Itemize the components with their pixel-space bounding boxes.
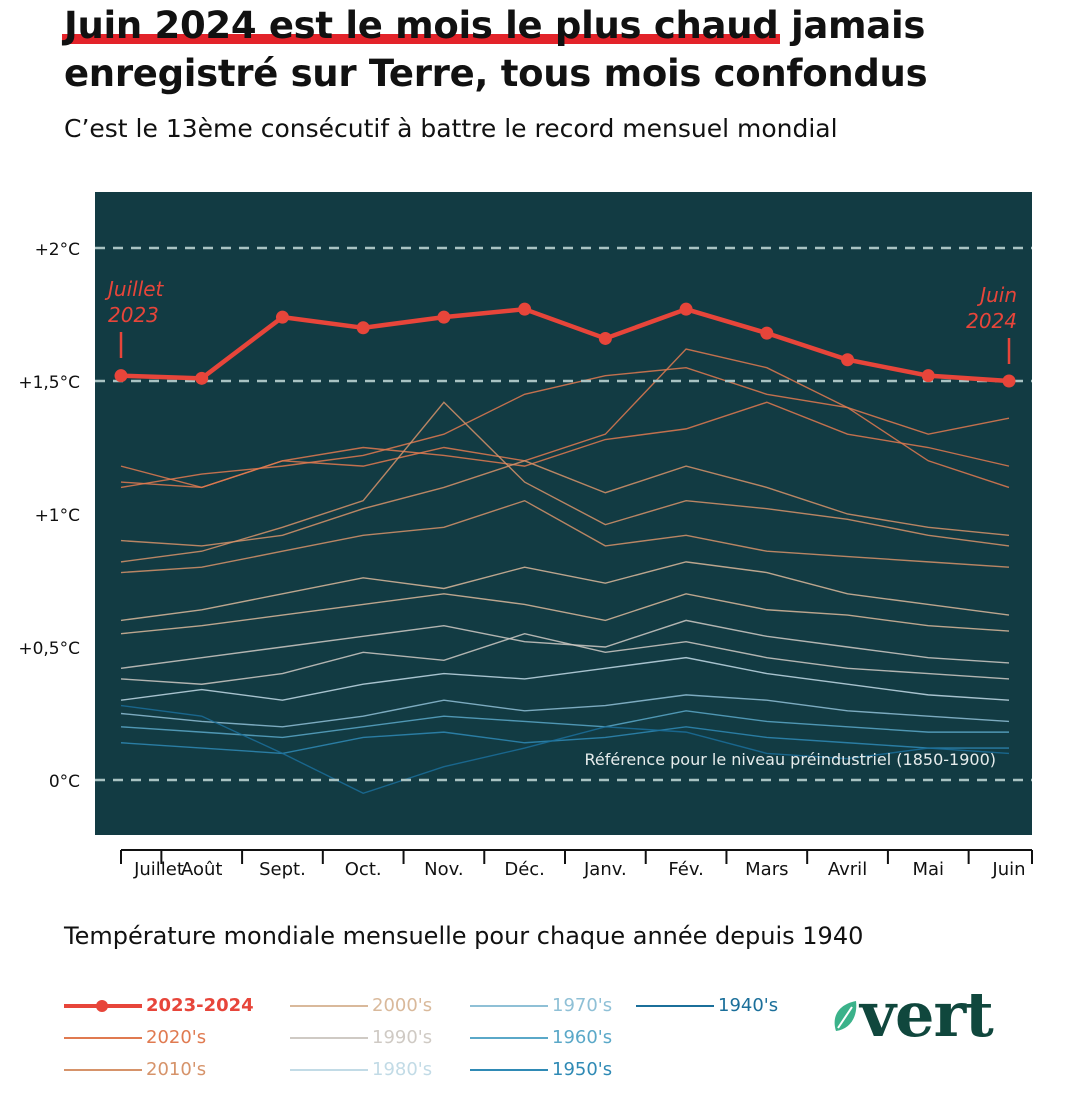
legend-label: 1940's [718, 995, 779, 1016]
title-rest: jamais enregistré sur Terre, tous mois c… [64, 4, 928, 95]
legend-label: 1990's [372, 1027, 433, 1048]
chart-caption: Température mondiale mensuelle pour chaq… [64, 922, 864, 950]
legend-label: 2000's [372, 995, 433, 1016]
legend-label: 1950's [552, 1059, 613, 1080]
x-tick-label: Mai [912, 859, 944, 880]
highlight-point-Sept. [275, 310, 289, 324]
annotation-line2: 2023 [108, 303, 159, 327]
series-line-1970s-11 [120, 694, 1010, 728]
highlight-point-Déc. [518, 302, 532, 316]
y-tick-label: +0,5°C [18, 639, 80, 659]
highlight-series-2023-2024 [114, 302, 1016, 388]
series-line-2000s-6 [120, 561, 1010, 622]
subtitle: C’est le 13ème consécutif à battre le re… [64, 114, 838, 143]
highlight-point-Juin [1002, 374, 1016, 388]
series-line-2010s-4 [120, 401, 1010, 563]
y-tick-label: +1°C [35, 506, 80, 526]
legend-label: 1970's [552, 995, 613, 1016]
series-line-1940s-14 [120, 704, 1010, 795]
plot-background [95, 192, 1032, 835]
series-line-2020s-2 [120, 348, 1010, 489]
series-line-2010s-3 [120, 460, 1010, 547]
legend-item-2000s: 2000's [290, 995, 432, 1016]
legend-swatch [470, 1068, 548, 1071]
legend-item-1990s: 1990's [290, 1027, 432, 1048]
highlight-line [120, 306, 1010, 384]
series-line-2000s-7 [120, 593, 1010, 635]
title-highlight: Juin 2024 est le mois le plus chaud [64, 4, 779, 47]
series-line-1990s-9 [120, 632, 1010, 685]
legend-label: 2020's [146, 1027, 207, 1048]
annotation-line1: Juin [976, 283, 1017, 307]
reference-label: Référence pour le niveau préindustriel (… [584, 750, 996, 769]
highlight-point-Janv. [598, 331, 612, 345]
highlight-point-Mars [760, 326, 774, 340]
x-tick-label: Août [181, 859, 222, 880]
highlight-point-Oct. [356, 321, 370, 335]
series-line-1950s-13 [120, 726, 1009, 755]
highlight-point-Mai [921, 369, 935, 383]
x-tick-label: Janv. [583, 859, 627, 880]
x-tick-label: Mars [745, 859, 788, 880]
series-line-1980s-10 [120, 656, 1010, 701]
legend-item-1960s: 1960's [470, 1027, 612, 1048]
x-tick-label: Oct. [345, 859, 382, 880]
decade-lines [120, 348, 1010, 795]
legend-swatch [470, 1036, 548, 1039]
x-tick-label: Juillet [133, 859, 184, 880]
highlight-point-Août [195, 371, 209, 385]
reference-lines [95, 246, 1032, 782]
legend-item-20232024: 2023-2024 [64, 995, 254, 1016]
annotation-line2: 2024 [966, 309, 1017, 333]
x-tick-label: Juin [991, 859, 1025, 880]
legend-swatch [290, 1036, 368, 1039]
x-tick-label: Déc. [504, 859, 545, 880]
legend-label: 1980's [372, 1059, 433, 1080]
vert-logo: vert [830, 980, 1030, 1050]
temperature-chart: 0°C +0,5°C +1°C +1,5°C +2°C Référence pour l… [18, 192, 1033, 880]
x-tick-label: Nov. [424, 859, 463, 880]
legend-label: 2023-2024 [146, 995, 254, 1016]
y-axis: 0°C +0,5°C +1°C +1,5°C +2°C [18, 240, 80, 792]
logo-text: vert [860, 978, 994, 1051]
highlight-point-Nov. [437, 310, 451, 324]
legend-swatch [64, 1068, 142, 1071]
y-tick-label: 0°C [49, 772, 80, 792]
highlight-point-Fév. [679, 302, 693, 316]
legend-label: 1960's [552, 1027, 613, 1048]
legend-item-2020s: 2020's [64, 1027, 206, 1048]
legend-swatch [290, 1004, 368, 1007]
legend-swatch [636, 1004, 714, 1007]
legend-item-1950s: 1950's [470, 1059, 612, 1080]
x-tick-label: Fév. [668, 859, 703, 880]
series-line-1990s-8 [120, 619, 1010, 669]
annotation-line1: Juillet [104, 277, 165, 301]
legend-item-1980s: 1980's [290, 1059, 432, 1080]
legend: 2023-2024 2020's 2010's 2000's 1990's 1980's 1… [64, 995, 824, 1095]
series-line-2010s-5 [120, 499, 1010, 574]
legend-item-2010s: 2010's [64, 1059, 206, 1080]
highlight-point-Juillet [114, 369, 128, 383]
leaf-icon [834, 1001, 857, 1031]
legend-item-1940s: 1940's [636, 995, 778, 1016]
y-tick-label: +2°C [35, 240, 80, 260]
highlight-point-Avril [841, 353, 855, 367]
legend-item-1970s: 1970's [470, 995, 612, 1016]
x-tick-label: Sept. [259, 859, 306, 880]
series-line-1960s-12 [120, 710, 1009, 739]
legend-swatch [64, 1036, 142, 1039]
x-tick-label: Avril [828, 859, 867, 880]
legend-swatch [470, 1004, 548, 1007]
y-tick-label: +1,5°C [18, 373, 80, 393]
series-line-2020s-1 [120, 366, 1010, 489]
page-title: Juin 2024 est le mois le plus chaud jama… [64, 2, 1064, 98]
legend-swatch [64, 999, 142, 1012]
legend-swatch [290, 1068, 368, 1071]
legend-label: 2010's [146, 1059, 207, 1080]
